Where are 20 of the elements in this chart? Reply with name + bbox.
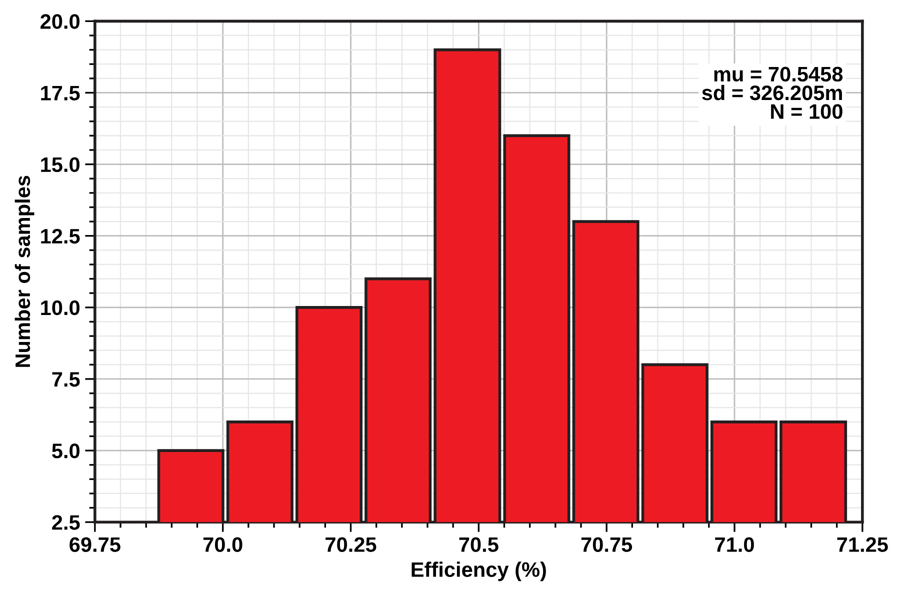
x-tick-label: 70.75	[581, 537, 632, 552]
y-tick-label: 12.5	[41, 228, 80, 244]
y-tick-label: 20.0	[40, 14, 80, 29]
x-tick-label: 71.0	[715, 537, 754, 552]
y-tick-label: 2.5	[52, 515, 80, 530]
x-tick-label: 70.25	[326, 537, 376, 552]
x-tick-label: 70.0	[203, 537, 242, 552]
x-axis-title: Efficiency (%)	[412, 562, 546, 582]
x-tick-label: 69.75	[70, 537, 120, 552]
y-axis-title: Number of samples	[14, 176, 34, 367]
y-tick-label: 15.0	[41, 157, 80, 172]
x-tick-label: 71.25	[837, 537, 888, 552]
y-tick-label: 7.5	[52, 372, 80, 387]
annotation: sd = 326.205m	[702, 84, 842, 100]
x-tick-label: 70.5	[459, 537, 498, 552]
y-tick-label: 5.0	[52, 444, 80, 458]
y-tick-label: 10.0	[41, 300, 80, 316]
annotation: N = 100	[771, 104, 842, 119]
y-tick-label: 17.5	[41, 86, 80, 100]
annotation: mu = 70.5458	[714, 66, 843, 82]
